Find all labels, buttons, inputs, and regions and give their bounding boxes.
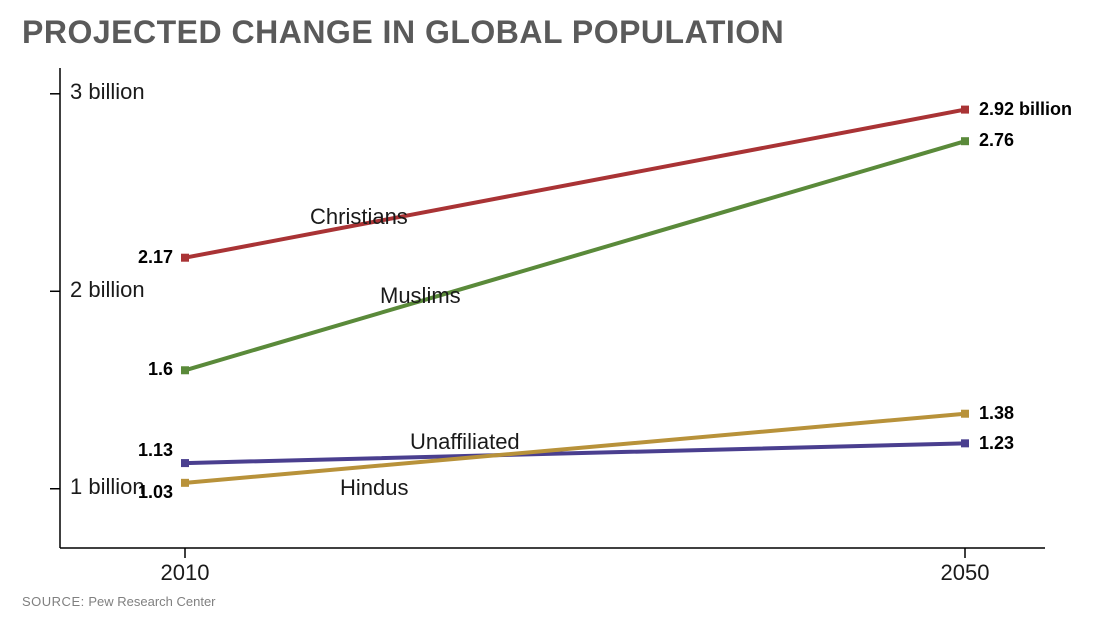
x-tick-label: 2050 (941, 560, 990, 586)
series-label: Muslims (380, 283, 461, 309)
y-tick-label: 3 billion (70, 79, 145, 105)
value-label-start: 1.13 (138, 440, 173, 461)
series-label: Hindus (340, 475, 408, 501)
source-text: Pew Research Center (85, 594, 216, 609)
value-label-end: 1.23 (979, 433, 1014, 454)
series-label: Unaffiliated (410, 429, 520, 455)
value-label-end: 2.76 (979, 130, 1014, 151)
y-tick-label: 2 billion (70, 277, 145, 303)
value-label-start: 1.6 (148, 359, 173, 380)
y-tick-label: 1 billion (70, 474, 145, 500)
value-label-end: 2.92 billion (979, 99, 1072, 120)
value-label-end: 1.38 (979, 403, 1014, 424)
value-label-start: 2.17 (138, 247, 173, 268)
value-label-start: 1.03 (138, 482, 173, 503)
source-credit: SOURCE: Pew Research Center (22, 594, 216, 609)
source-lead: SOURCE: (22, 594, 85, 609)
x-tick-label: 2010 (161, 560, 210, 586)
series-label: Christians (310, 204, 408, 230)
chart-plot (0, 0, 1100, 619)
